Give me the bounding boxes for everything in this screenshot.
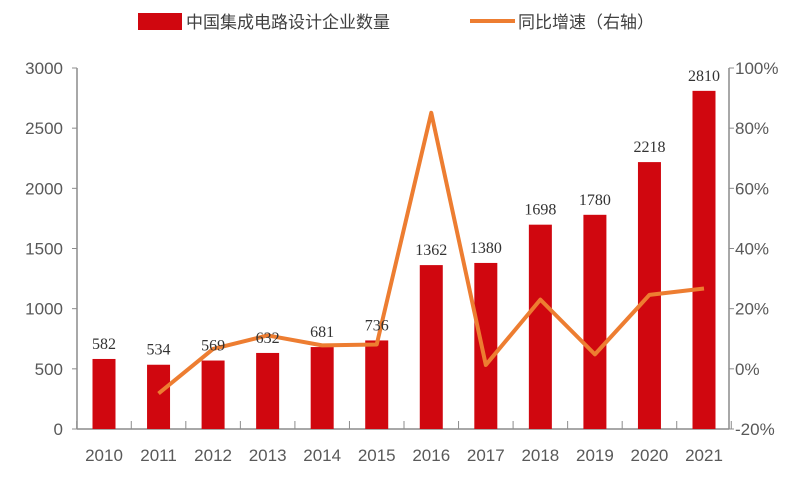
bar-2019 [583, 214, 607, 429]
bar-2011 [147, 364, 171, 429]
bar-value-label: 1380 [470, 240, 502, 257]
x-tick-label: 2021 [685, 446, 723, 465]
bar-2013 [256, 352, 280, 429]
bar-2012 [201, 360, 225, 429]
bar-2015 [365, 340, 389, 429]
right-tick-label: 0% [735, 360, 760, 379]
left-tick-label: 1000 [25, 300, 63, 319]
bar-value-label: 1698 [524, 202, 556, 219]
x-tick-label: 2014 [303, 446, 341, 465]
right-tick-label: 100% [735, 59, 778, 78]
right-tick-label: 80% [735, 119, 769, 138]
left-tick-label: 0 [54, 420, 63, 439]
bar-value-label: 2218 [633, 139, 665, 156]
growth-line [157, 110, 705, 396]
bar-value-label: 569 [201, 338, 225, 355]
left-tick-label: 500 [35, 360, 63, 379]
data-labels: 582 534 569 632 681 736 1362 1380 1698 1780 2218 28… [92, 68, 720, 359]
x-tick-label: 2016 [412, 446, 450, 465]
right-tick-label: 60% [735, 179, 769, 198]
bar-value-label: 632 [256, 330, 280, 347]
x-tick-label: 2020 [631, 446, 669, 465]
bar-value-label: 736 [365, 317, 389, 334]
bar-value-label: 1780 [579, 192, 611, 209]
bar-value-label: 681 [310, 324, 334, 341]
x-tick-label: 2012 [194, 446, 232, 465]
x-tick-label: 2010 [85, 446, 123, 465]
right-tick-label: -20% [735, 420, 775, 439]
bar-value-label: 582 [92, 336, 116, 353]
bar-value-label: 1362 [415, 242, 447, 259]
left-tick-label: 2500 [25, 119, 63, 138]
legend-label-line: 同比增速（右轴） [518, 13, 654, 33]
left-tick-label: 3000 [25, 59, 63, 78]
x-tick-label: 2011 [140, 446, 177, 465]
x-tick-label: 2013 [249, 446, 287, 465]
left-tick-label: 1500 [25, 240, 63, 259]
bar-2017 [474, 262, 498, 429]
left-tick-label: 2000 [25, 179, 63, 198]
x-tick-label: 2018 [521, 446, 559, 465]
right-tick-label: 40% [735, 240, 769, 259]
bar-2021 [692, 90, 716, 429]
x-tick-label: 2019 [576, 446, 614, 465]
legend-swatch-bar [138, 13, 182, 30]
bar-value-label: 2810 [688, 68, 720, 85]
bar-2018 [528, 224, 552, 429]
bar-value-label: 534 [147, 342, 171, 359]
bar-2014 [310, 347, 334, 429]
bar-2010 [92, 358, 116, 429]
legend-label-bar: 中国集成电路设计企业数量 [186, 13, 390, 33]
x-tick-label: 2015 [358, 446, 396, 465]
bars [92, 90, 716, 430]
axes: 0 500 1000 1500 2000 2500 3000 -20% 0% 20% 40% 60% 8… [25, 59, 778, 465]
right-tick-label: 20% [735, 300, 769, 319]
x-tick-label: 2017 [467, 446, 505, 465]
legend: 中国集成电路设计企业数量 同比增速（右轴） [138, 13, 654, 33]
bar-2016 [419, 265, 443, 429]
